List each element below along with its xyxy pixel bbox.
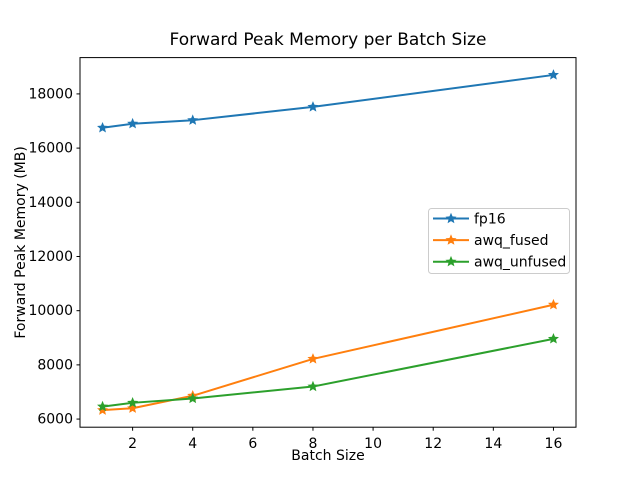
data-point-marker-fp16 [127,117,139,129]
legend-marker-icon [445,255,457,267]
x-tick-label: 6 [248,436,257,452]
series-layer [97,69,559,415]
x-tick-label: 16 [545,436,563,452]
legend-item-awq_unfused: awq_unfused [433,255,566,271]
x-tick-label: 10 [364,436,382,452]
y-axis-label: Forward Peak Memory (MB) [13,146,29,338]
data-point-marker-fp16 [307,101,319,112]
data-point-marker-awq_fused [97,404,109,415]
data-point-marker-awq_unfused [307,380,319,392]
data-point-marker-awq_fused [547,298,559,310]
x-tick-label: 14 [484,436,502,452]
legend-marker-icon [445,212,457,224]
legend-box [428,208,570,274]
legend: fp16 awq_fused awq_unfused [428,208,570,274]
data-point-marker-awq_unfused [127,397,139,408]
chart-title: Forward Peak Memory per Batch Size [170,30,487,50]
data-point-marker-awq_unfused [547,333,559,344]
data-point-marker-fp16 [547,69,559,80]
legend-label: fp16 [474,212,506,228]
y-tick-label: 10000 [28,303,73,319]
plot-area-border [79,57,577,428]
x-tick-label: 4 [188,436,197,452]
data-point-marker-awq_unfused [97,400,109,412]
y-tick-label: 12000 [28,249,73,265]
x-tick-label: 12 [424,436,442,452]
x-tick-label: 8 [309,436,318,452]
data-point-marker-awq_fused [127,402,139,413]
y-tick-label: 6000 [37,412,73,428]
legend-item-awq_fused: awq_fused [433,233,549,249]
x-tick-label: 2 [128,436,137,452]
y-tick-label: 14000 [28,195,73,211]
legend-label: awq_fused [474,233,549,249]
y-tick-label: 8000 [37,357,73,373]
y-tick-label: 16000 [28,141,73,157]
data-point-marker-fp16 [187,114,199,125]
legend-marker-icon [445,234,457,245]
y-tick-label: 18000 [28,86,73,102]
x-axis-label: Batch Size [291,448,364,464]
legend-item-fp16: fp16 [433,212,506,228]
data-point-marker-awq_fused [307,353,319,364]
data-point-marker-fp16 [97,121,109,133]
data-point-marker-awq_unfused [187,392,199,404]
legend-label: awq_unfused [474,255,566,271]
axes-ticks: 2 4 6 8 10 12 14 16 6000 8000 10000 12000 14000 16000… [28,86,562,452]
